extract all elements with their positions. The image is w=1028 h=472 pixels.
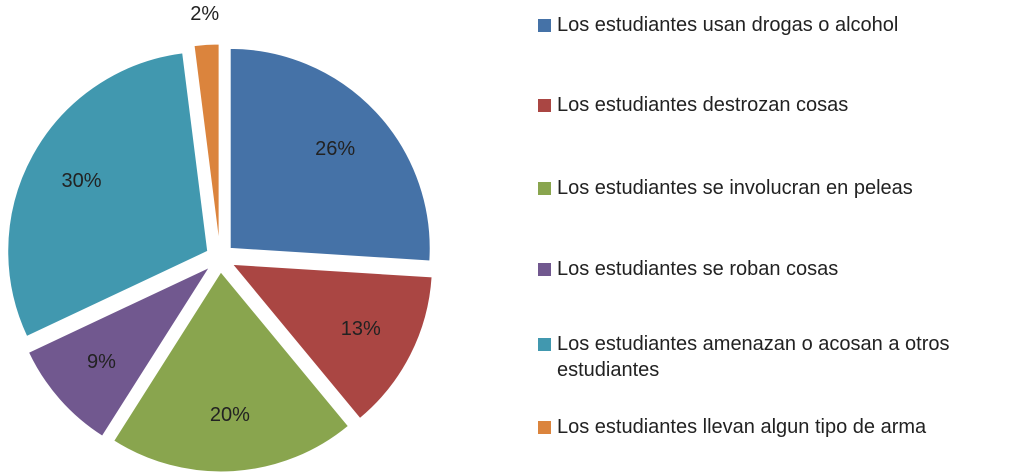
- pie-slice: [27, 266, 211, 437]
- legend-item: Los estudiantes usan drogas o alcohol: [538, 12, 1018, 38]
- legend-label: Los estudiantes usan drogas o alcohol: [557, 14, 899, 36]
- pie-slice: [231, 263, 433, 420]
- legend-swatch: [538, 99, 551, 112]
- pie-slice: [193, 43, 220, 245]
- pie-slice: [7, 52, 209, 338]
- legend-item: Los estudiantes destrozan cosas: [538, 92, 1018, 118]
- chart: 26% 13% 20% 9% 30% 2%: [7, 3, 433, 472]
- legend-label: Los estudiantes amenazan o acosan a otro…: [557, 333, 950, 381]
- legend-swatch: [538, 19, 551, 32]
- data-label: 13%: [341, 318, 381, 340]
- data-label: 30%: [62, 170, 102, 192]
- legend-item: Los estudiantes se roban cosas: [538, 256, 1018, 282]
- legend-label: Los estudiantes se involucran en peleas: [557, 177, 913, 199]
- data-label: 2%: [190, 3, 219, 25]
- data-label: 20%: [210, 404, 250, 426]
- legend-item: Los estudiantes se involucran en peleas: [538, 175, 1018, 201]
- legend-swatch: [538, 182, 551, 195]
- legend-swatch: [538, 421, 551, 434]
- data-label: 26%: [315, 138, 355, 160]
- pie-slice: [229, 47, 431, 262]
- legend-label: Los estudiantes destrozan cosas: [557, 94, 849, 116]
- legend-item: Los estudiantes amenazan o acosan a otro…: [538, 331, 1018, 383]
- data-label: 9%: [87, 351, 116, 373]
- legend-swatch: [538, 263, 551, 276]
- legend-swatch: [538, 338, 551, 351]
- legend-label: Los estudiantes llevan algun tipo de arm…: [557, 416, 927, 438]
- legend-label: Los estudiantes se roban cosas: [557, 258, 839, 280]
- legend-item: Los estudiantes llevan algun tipo de arm…: [538, 414, 1018, 440]
